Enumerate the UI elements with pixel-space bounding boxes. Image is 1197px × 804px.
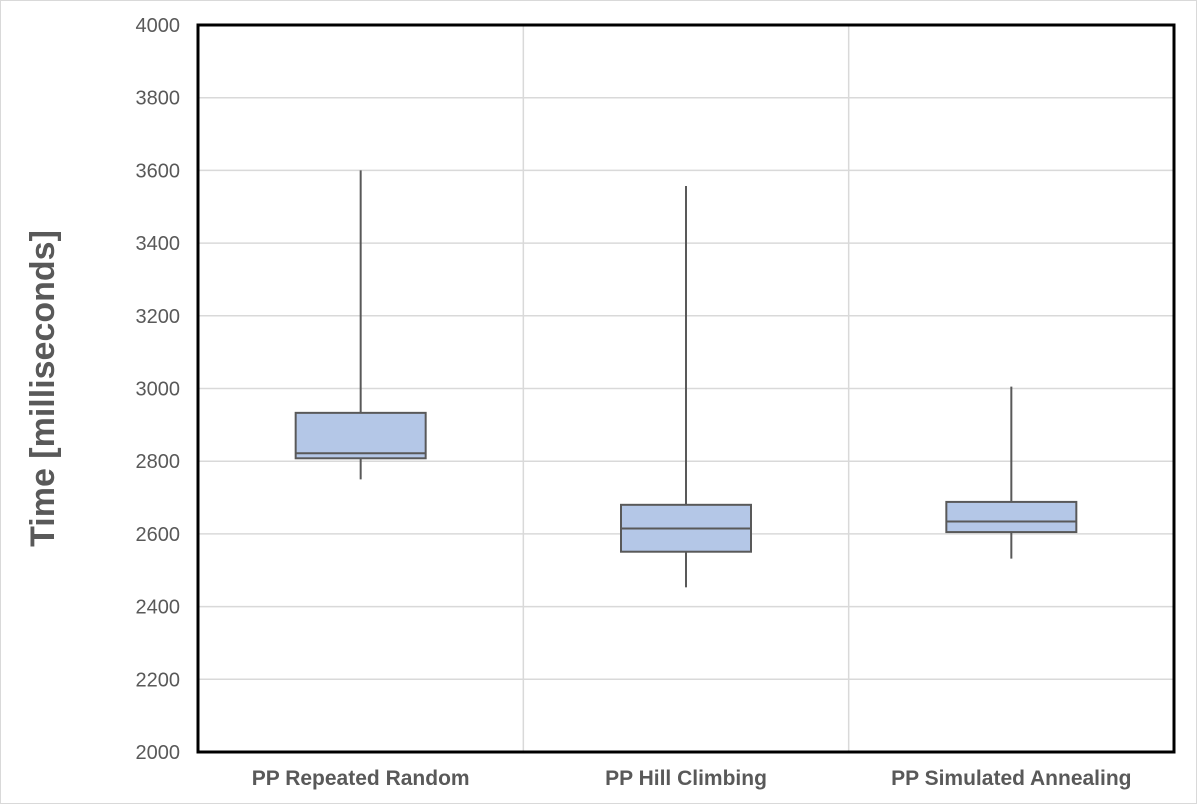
x-category-label: PP Repeated Random [252,767,470,790]
x-category-label: PP Hill Climbing [605,767,767,790]
plot-area-frame [196,23,1176,754]
y-tick-label: 4000 [136,15,181,37]
x-axis-categories: PP Repeated Random PP Hill Climbing PP Sim… [252,767,1132,790]
y-tick-label: 3200 [136,306,181,328]
y-tick-label: 3400 [136,233,181,255]
interquartile-box [945,500,1078,534]
box-plot-item [294,170,427,480]
box-plot-item [945,386,1078,559]
y-tick-label: 3600 [136,160,181,182]
y-tick-label: 3800 [136,88,181,110]
y-axis-ticks: 2000 2200 2400 2600 2800 3000 3200 3400 3600 3800… [136,15,181,764]
y-tick-label: 2600 [136,524,181,546]
y-axis-title: Time [milliseconds] [24,230,62,547]
x-category-label: PP Simulated Annealing [891,767,1131,790]
y-tick-label: 2800 [136,451,181,473]
y-tick-label: 3000 [136,379,181,401]
box-series [294,170,1078,588]
box-plot-item [620,186,752,588]
interquartile-box [294,411,427,460]
y-tick-label: 2400 [136,597,181,619]
y-tick-label: 2200 [136,669,181,691]
y-tick-label: 2000 [136,742,181,764]
